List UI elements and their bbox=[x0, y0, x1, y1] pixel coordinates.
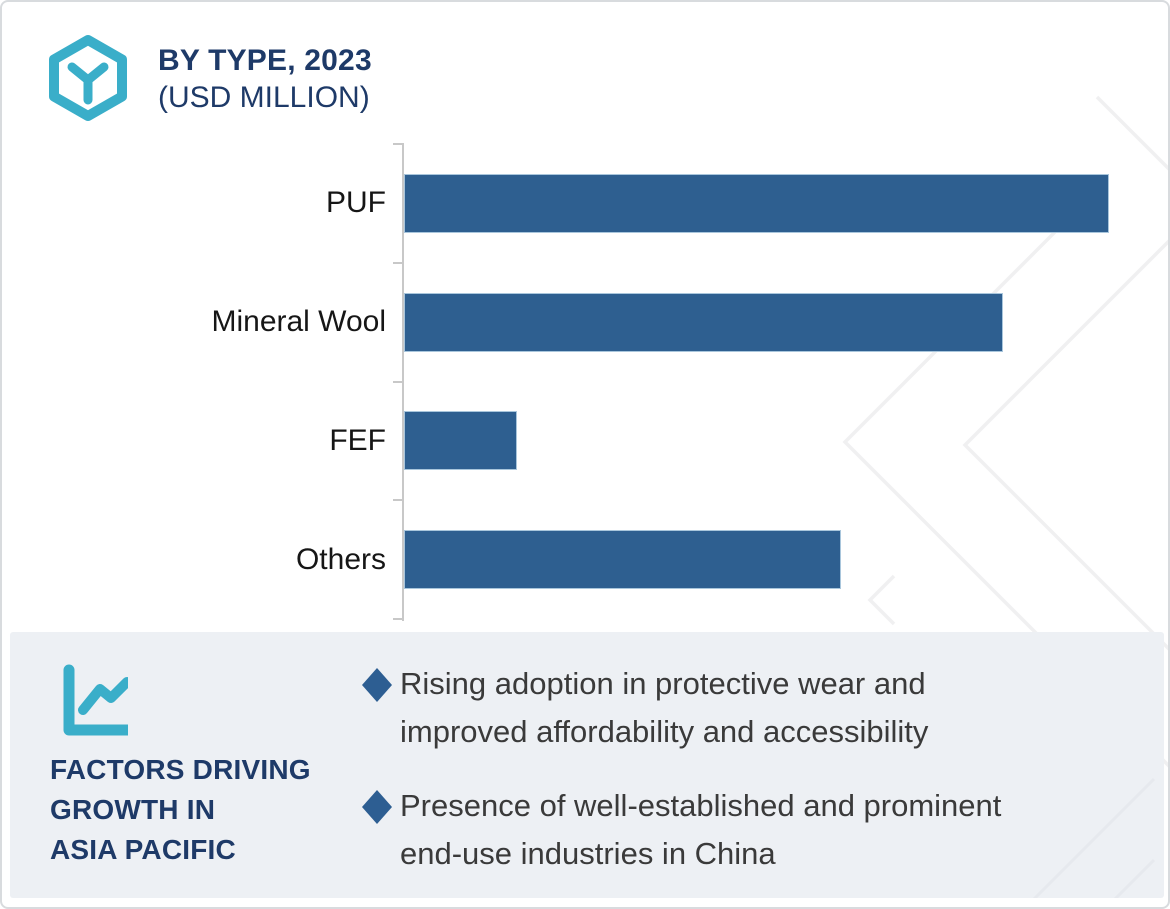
category-axis bbox=[402, 143, 404, 621]
axis-tick bbox=[393, 143, 403, 145]
bullet-text: Rising adoption in protective wear and i… bbox=[400, 666, 929, 749]
axis-tick bbox=[393, 380, 403, 383]
bar-label: Mineral Wool bbox=[211, 305, 386, 339]
line-chart-icon bbox=[63, 664, 128, 736]
bar bbox=[404, 530, 842, 590]
bullet-list: Rising adoption in protective wear and i… bbox=[362, 660, 1122, 878]
bar-chart: PUF Mineral Wool FEF Others bbox=[2, 143, 1168, 621]
chart-row: FEF bbox=[2, 382, 1168, 501]
bullet-item: Rising adoption in protective wear and i… bbox=[362, 660, 1122, 756]
axis-tick bbox=[393, 618, 403, 620]
bar bbox=[404, 173, 1109, 233]
axis-tick bbox=[393, 499, 403, 502]
factors-heading: FACTORS DRIVING GROWTH IN ASIA PACIFIC bbox=[50, 754, 311, 865]
factors-panel: FACTORS DRIVING GROWTH IN ASIA PACIFIC R… bbox=[10, 632, 1164, 898]
bullet-item: Presence of well-established and promine… bbox=[362, 782, 1122, 878]
bar bbox=[404, 292, 1004, 352]
chart-row: Others bbox=[2, 500, 1168, 619]
chart-subtitle: (USD MILLION) bbox=[158, 81, 370, 114]
bar-label: Others bbox=[295, 542, 386, 576]
axis-tick bbox=[393, 261, 403, 264]
diamond-bullet-icon bbox=[362, 790, 392, 824]
diamond-bullet-icon bbox=[362, 668, 392, 702]
chart-title: BY TYPE, 2023 bbox=[158, 44, 372, 77]
bar-label: FEF bbox=[329, 423, 386, 457]
hexagon-y-logo-icon bbox=[49, 35, 127, 121]
page-title: BY TYPE, 2023 (USD MILLION) bbox=[158, 42, 372, 116]
chart-row: Mineral Wool bbox=[2, 263, 1168, 382]
bullet-text: Presence of well-established and promine… bbox=[400, 788, 1002, 871]
bar bbox=[404, 411, 517, 471]
chart-row: PUF bbox=[2, 144, 1168, 263]
bar-label: PUF bbox=[326, 186, 386, 220]
